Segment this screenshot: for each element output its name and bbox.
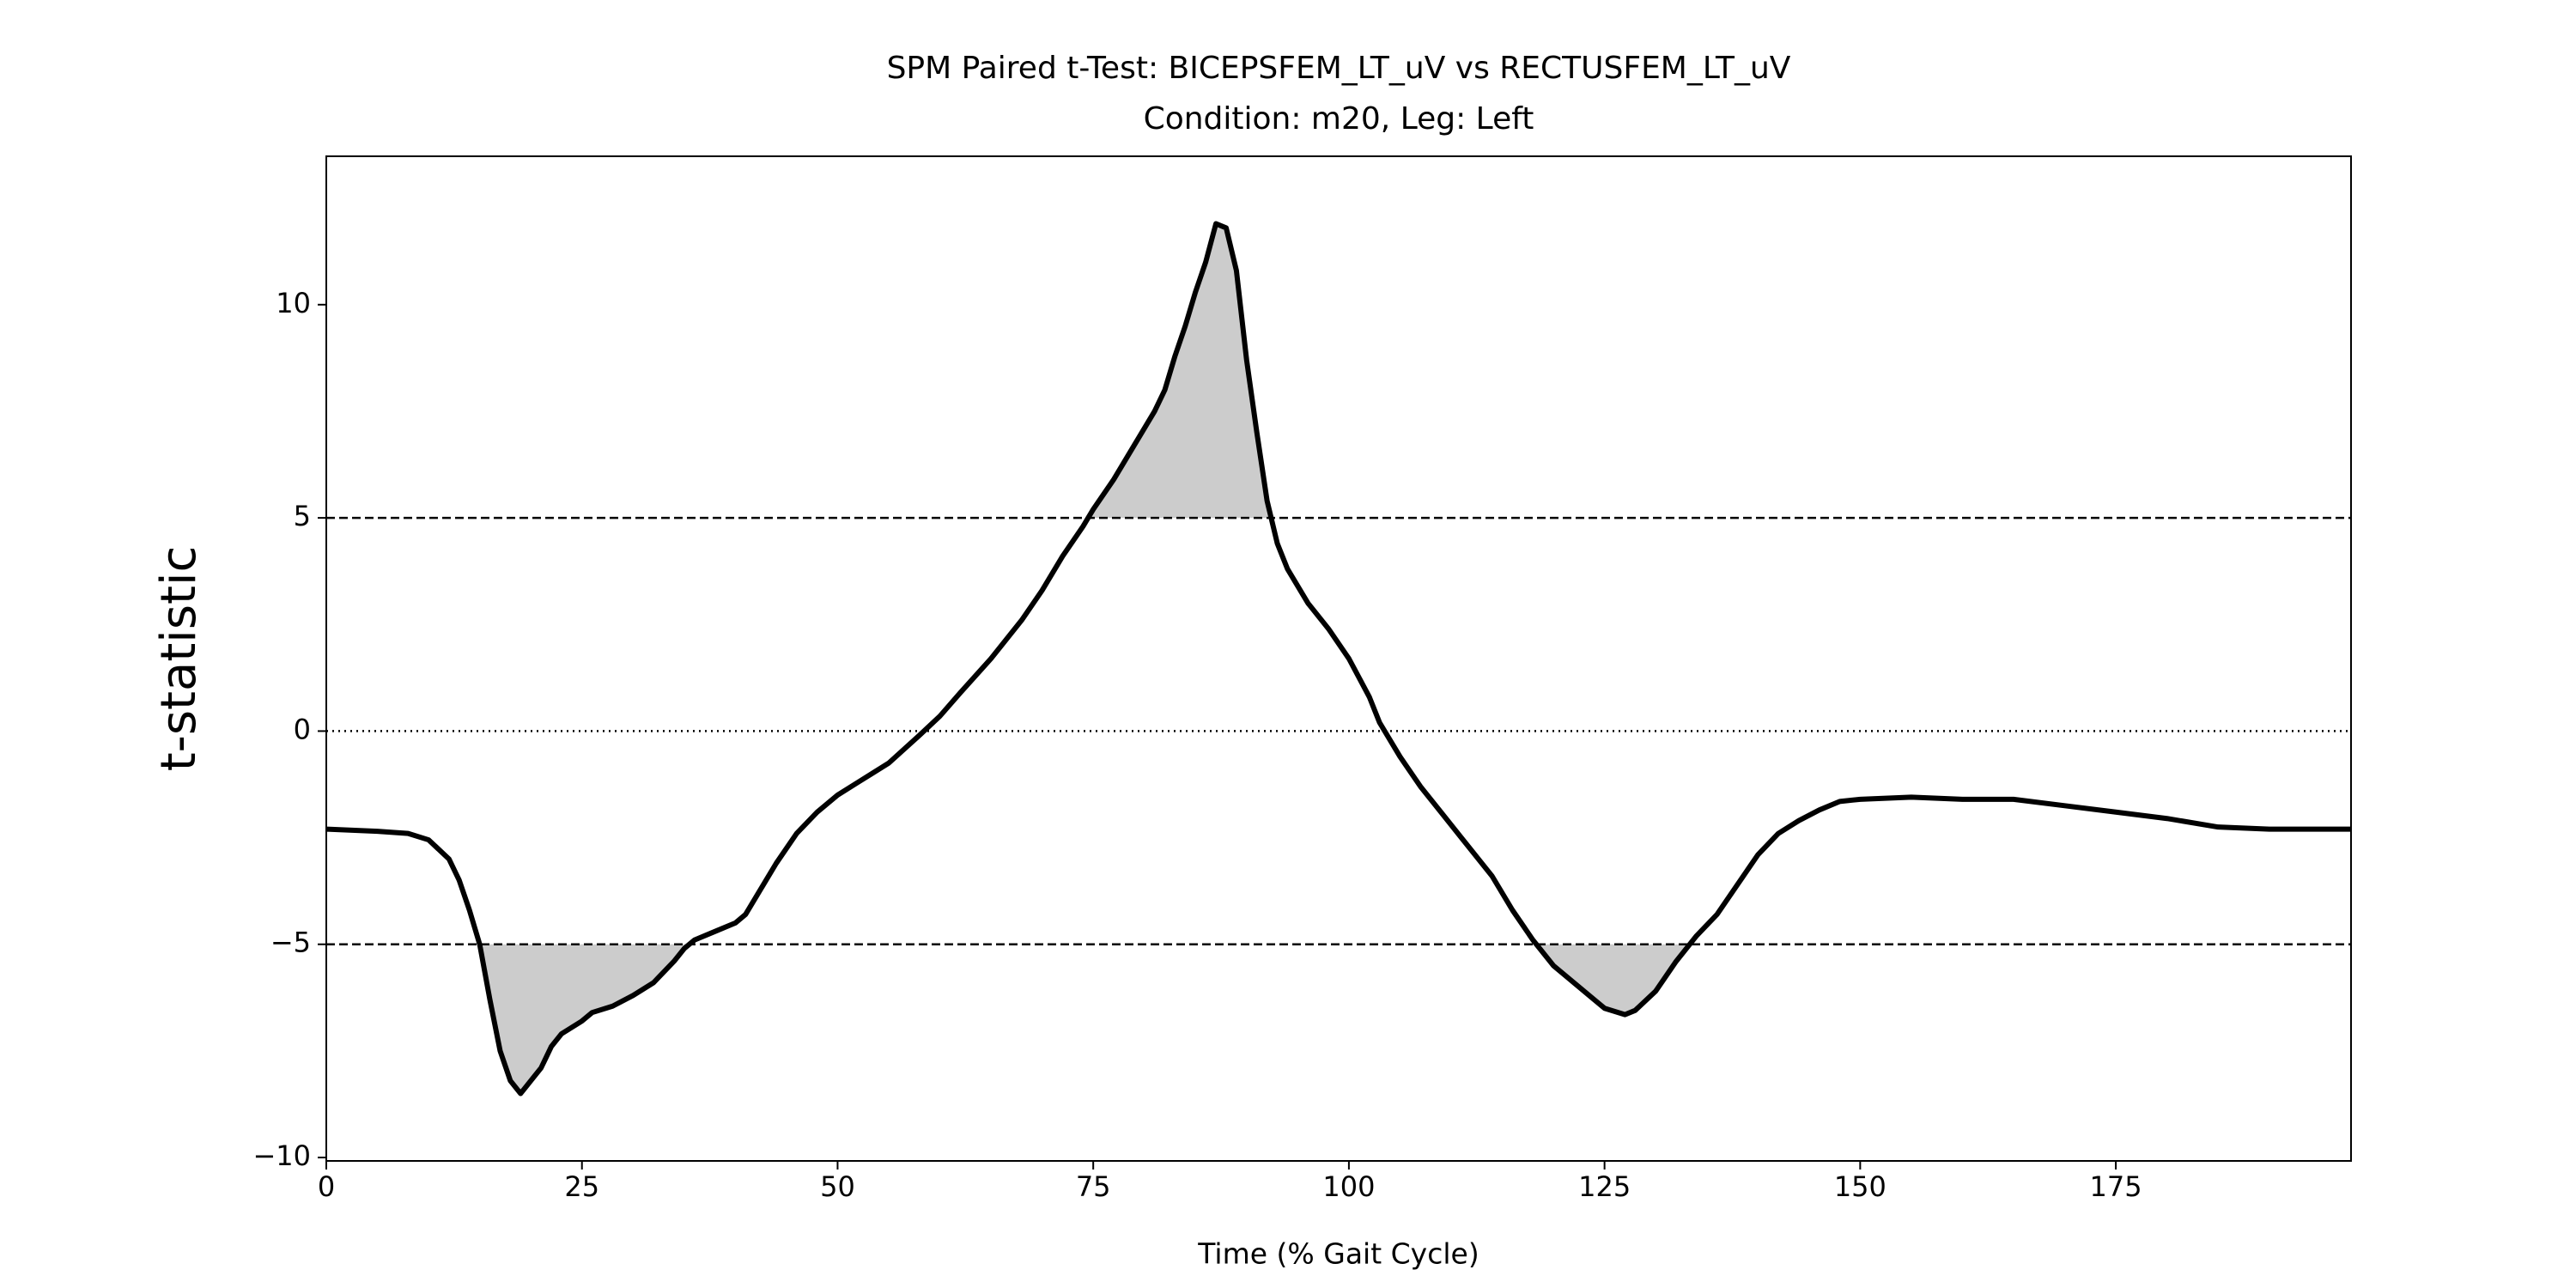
data-line [325,221,2351,1097]
x-tick-label: 100 [1322,1170,1375,1203]
y-tick-label: −5 [270,927,311,959]
y-tick-label: 10 [276,287,311,319]
y-tick-label: −10 [252,1139,311,1172]
suprathreshold-cluster [1536,944,1690,1015]
x-tick-label: 75 [1076,1170,1111,1203]
chart-subtitle: Condition: m20, Leg: Left [1144,101,1534,137]
x-tick-label: 150 [1834,1170,1886,1203]
chart-title: SPM Paired t-Test: BICEPSFEM_LT_uV vs RE… [887,51,1791,86]
x-tick-label: 0 [318,1170,335,1203]
y-axis-label: t-statistic [151,546,207,772]
y-tick-label: 5 [294,500,311,532]
plot-frame [325,155,2352,1162]
x-tick-label: 175 [2090,1170,2142,1203]
x-axis-label: Time (% Gait Cycle) [1197,1237,1479,1271]
y-tick-label: 0 [294,713,311,745]
suprathreshold-cluster [1088,223,1272,519]
x-tick-label: 50 [820,1170,855,1203]
x-tick-label: 125 [1578,1170,1631,1203]
x-tick-label: 25 [564,1170,599,1203]
